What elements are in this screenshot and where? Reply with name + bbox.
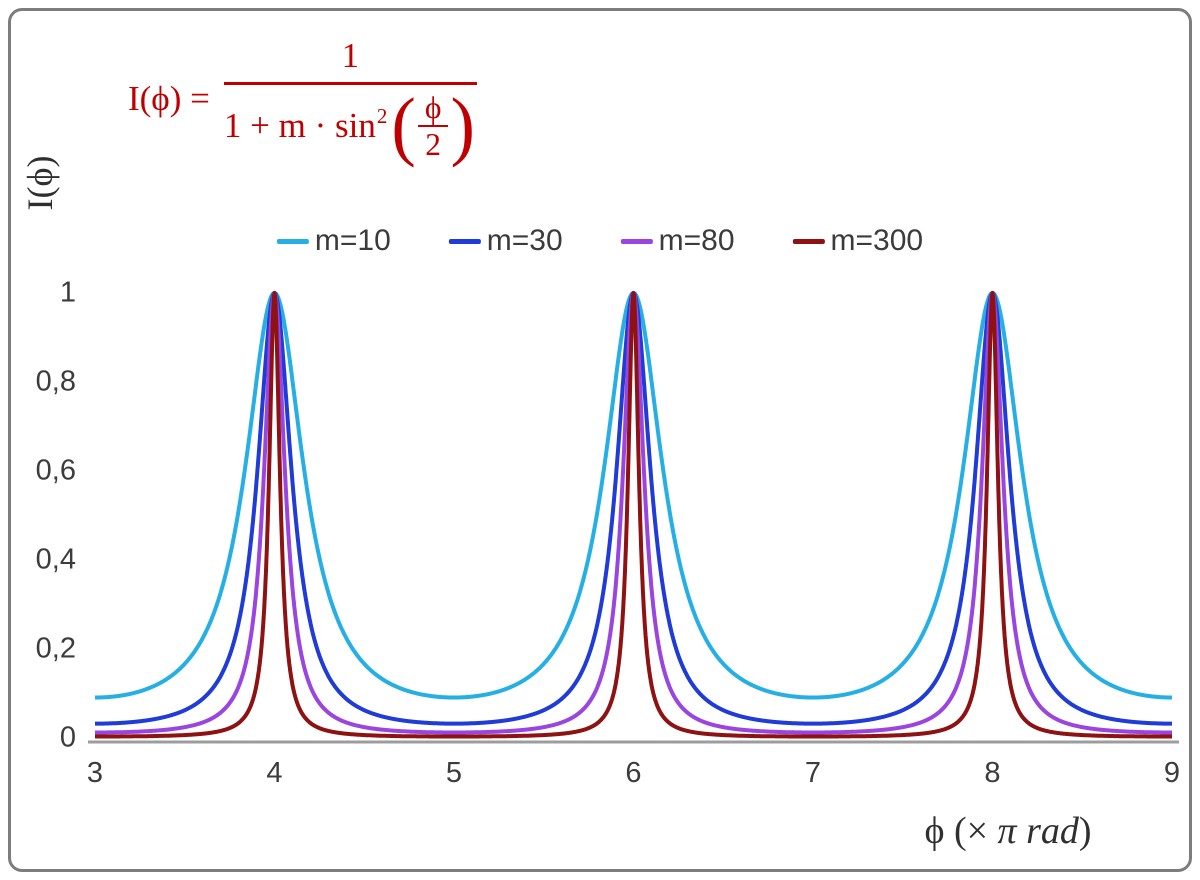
x-tick-label-6: 6 — [625, 757, 642, 789]
legend-label-m30: m=30 — [486, 224, 563, 257]
x-axis-title-suffix: ) — [1078, 810, 1092, 852]
formula-inner-fraction: ϕ 2 — [417, 91, 449, 163]
legend-label-m300: m=300 — [830, 224, 924, 257]
formula-numerator: 1 — [223, 36, 477, 85]
legend-label-m80: m=80 — [658, 224, 735, 257]
inner-denominator: 2 — [425, 127, 442, 163]
y-axis-title: I(ϕ) — [20, 155, 60, 211]
formula-fraction: 1 1 + m · sin 2 ( ϕ 2 ) — [223, 36, 477, 168]
legend: m=10 m=30 m=80 m=300 — [276, 224, 924, 258]
legend-swatch-m300 — [792, 238, 825, 244]
y-tick-label-0,6: 0,6 — [35, 454, 76, 487]
x-tick-label-4: 4 — [266, 757, 283, 789]
legend-swatch-m10 — [276, 238, 309, 244]
curve-m=300 — [93, 291, 1174, 739]
y-tick-label-1: 1 — [59, 276, 76, 309]
legend-item-m30: m=30 — [448, 224, 563, 258]
x-axis-title-prefix: ϕ (× — [924, 810, 998, 852]
legend-swatch-m80 — [620, 238, 653, 244]
x-axis-title: ϕ (× π rad) — [924, 809, 1091, 853]
y-tick-label-0,2: 0,2 — [35, 632, 76, 665]
curve-m=30 — [93, 291, 1174, 726]
formula-den-text: 1 + m · sin — [223, 106, 376, 146]
x-axis-title-italic: π rad — [997, 810, 1079, 852]
x-tick-label-8: 8 — [984, 757, 1001, 789]
formula-lhs: I(ϕ) = — [128, 78, 210, 118]
formula-denominator: 1 + m · sin 2 ( ϕ 2 ) — [223, 82, 475, 168]
legend-item-m10: m=10 — [276, 224, 391, 258]
y-tick-label-0,4: 0,4 — [35, 543, 76, 576]
y-tick-label-0: 0 — [59, 721, 76, 754]
formula-annotation: I(ϕ) = 1 1 + m · sin 2 ( ϕ 2 ) — [128, 36, 477, 168]
legend-label-m10: m=10 — [314, 224, 391, 257]
left-paren: ( — [391, 82, 416, 168]
x-tick-label-5: 5 — [445, 757, 463, 789]
right-paren: ) — [450, 82, 475, 168]
x-tick-label-7: 7 — [804, 757, 822, 789]
curve-m=80 — [93, 291, 1174, 735]
y-tick-label-0,8: 0,8 — [35, 365, 76, 398]
x-tick-label-9: 9 — [1163, 757, 1181, 789]
legend-item-m80: m=80 — [620, 224, 735, 258]
x-tick-label-3: 3 — [86, 757, 104, 789]
legend-swatch-m30 — [448, 238, 481, 244]
legend-item-m300: m=300 — [792, 224, 924, 258]
inner-numerator: ϕ — [417, 91, 449, 128]
